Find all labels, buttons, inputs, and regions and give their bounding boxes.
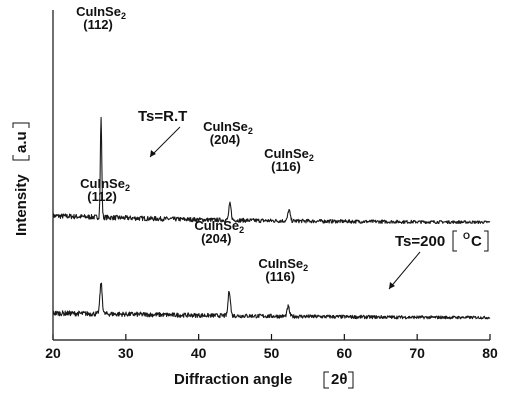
- peak-label-subscript: 2: [303, 263, 308, 273]
- x-tick-label: 80: [482, 345, 498, 361]
- diffraction-traces: [52, 116, 491, 320]
- condition-label-rt-text: Ts=R.T: [138, 108, 187, 125]
- peak-label-subscript: 2: [248, 126, 253, 136]
- series-trace-200: [52, 282, 491, 320]
- y-axis-title: Intensity: [13, 174, 30, 236]
- peak-label: CuInSe2(204): [194, 218, 244, 246]
- condition-arrow-200: [388, 251, 421, 290]
- x-tick-label: 50: [264, 345, 280, 361]
- peak-label-hkl: (204): [210, 132, 240, 147]
- peak-label-compound: CuInSe2: [203, 119, 253, 136]
- peak-label-compound: CuInSe2: [194, 218, 244, 235]
- peak-label-hkl: (116): [271, 159, 301, 174]
- condition-unit-c: C: [471, 233, 482, 250]
- peak-label-compound: CuInSe2: [80, 176, 130, 193]
- x-tick-label: 60: [337, 345, 353, 361]
- x-tick-label: 20: [45, 345, 61, 361]
- peak-label-subscript: 2: [121, 11, 126, 21]
- x-tick-label: 30: [118, 345, 134, 361]
- peak-label-compound: CuInSe2: [76, 4, 126, 21]
- x-tick-label: 70: [409, 345, 425, 361]
- peak-label-formula: CuInSe: [76, 4, 121, 19]
- condition-arrowhead-200: [389, 282, 395, 289]
- peak-label: CuInSe2(204): [203, 119, 253, 147]
- peak-label: CuInSe2(112): [80, 176, 130, 204]
- x-unit-bracket-right: [348, 371, 354, 389]
- plot-frame: [52, 10, 490, 341]
- condition-label-200: Ts=200 O C: [388, 230, 489, 290]
- condition-bracket-left: [452, 230, 457, 252]
- peak-label-compound: CuInSe2: [264, 146, 314, 163]
- peak-label-hkl: (112): [83, 17, 113, 32]
- y-unit-bracket-right: [12, 122, 30, 128]
- peak-label-formula: CuInSe: [203, 119, 248, 134]
- peak-label-formula: CuInSe: [80, 176, 125, 191]
- series-trace-rt: [52, 116, 491, 225]
- condition-arrow-rt: [149, 126, 181, 158]
- peak-label-compound: CuInSe2: [258, 256, 308, 273]
- peak-label-subscript: 2: [125, 183, 130, 193]
- peak-label-subscript: 2: [239, 225, 244, 235]
- condition-unit-degree: O: [463, 231, 470, 241]
- x-axis-unit: 2θ: [323, 371, 354, 389]
- condition-arrowhead-rt: [150, 150, 156, 157]
- peak-label-hkl: (204): [201, 231, 231, 246]
- x-axis-title: Diffraction angle: [174, 371, 292, 388]
- peak-label-formula: CuInSe: [194, 218, 239, 233]
- x-axis-title-text: Diffraction angle: [174, 371, 292, 388]
- condition-label-rt: Ts=R.T: [138, 108, 187, 158]
- x-tick-label: 40: [191, 345, 207, 361]
- peak-annotations: CuInSe2(112)CuInSe2(204)CuInSe2(116)CuIn…: [76, 4, 314, 284]
- y-unit-bracket-left: [12, 155, 30, 161]
- peak-label-formula: CuInSe: [264, 146, 309, 161]
- peak-label-formula: CuInSe: [258, 256, 303, 271]
- y-unit-text: a.u: [13, 131, 30, 153]
- x-axis-ticks: 20 30 40 50 60 70 80: [45, 334, 498, 361]
- peak-label: CuInSe2(116): [264, 146, 314, 174]
- x-unit-text: 2θ: [331, 371, 347, 388]
- condition-bracket-right: [484, 230, 489, 252]
- y-axis-title-group: Intensity a.u: [12, 122, 30, 236]
- peak-label-subscript: 2: [309, 153, 314, 163]
- peak-label: CuInSe2(116): [258, 256, 308, 284]
- y-axis-title-text: Intensity: [13, 174, 30, 236]
- peak-label-hkl: (116): [265, 269, 295, 284]
- peak-label: CuInSe2(112): [76, 4, 126, 32]
- x-unit-bracket-left: [323, 371, 329, 389]
- condition-label-200-text: Ts=200: [395, 233, 445, 250]
- peak-label-hkl: (112): [87, 189, 117, 204]
